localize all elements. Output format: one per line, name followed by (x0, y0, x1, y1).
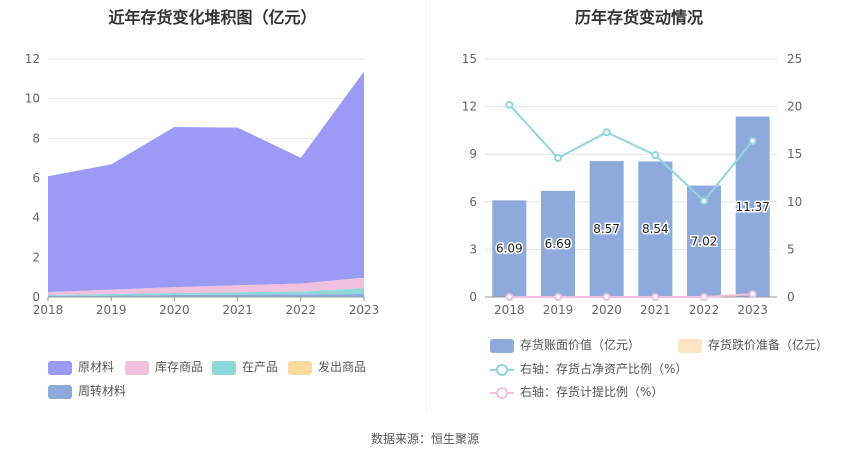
x-tick-label: 2020 (159, 303, 190, 317)
bar-value-label: 11.37 (735, 200, 769, 214)
stacked-area-chart: 0 2 4 6 8 10 12 2018 2019 2020 2021 2022 2023 (25, 52, 380, 317)
y2-tick-label: 10 (787, 195, 802, 209)
y2-tick-label: 20 (787, 100, 802, 114)
x-tick-label: 2019 (543, 303, 574, 317)
line-point (651, 151, 660, 160)
x-tick-label: 2018 (494, 303, 525, 317)
right-chart-title: 历年存货变动情况 (574, 8, 703, 27)
legend-item[interactable]: 在产品 (212, 359, 278, 375)
x-tick-label: 2023 (349, 303, 380, 317)
legend-item[interactable]: 右轴：存货占净资产比例（%） (490, 361, 687, 377)
x-tick-label: 2022 (689, 303, 720, 317)
line-series-1 (509, 293, 753, 298)
bar-value-label: 8.54 (642, 222, 669, 236)
inventory-bar (589, 161, 624, 297)
y-tick-label: 15 (462, 52, 477, 66)
x-tick-label: 2019 (96, 303, 127, 317)
legend-label: 周转材料 (78, 384, 127, 398)
right-grid: 0 3 6 9 12 15 0 5 10 15 20 25 (462, 52, 803, 304)
y-tick-label: 0 (32, 290, 40, 304)
y-tick-label: 8 (32, 131, 40, 145)
data-source-note: 数据来源：恒生聚源 (370, 432, 479, 446)
left-chart-panel: 近年存货变化堆积图（亿元） 0 2 4 6 8 10 12 2018 2019 2020 2021 2… (0, 0, 425, 420)
legend-swatch (490, 363, 514, 377)
legend-item[interactable]: 原材料 (48, 359, 114, 375)
line-point (554, 154, 562, 163)
inventory-bar (638, 161, 673, 297)
legend-item[interactable]: 周转材料 (48, 383, 126, 399)
legend-label: 原材料 (78, 360, 115, 374)
legend-item[interactable]: 存货账面价值（亿元） (490, 337, 640, 353)
line-point (700, 196, 708, 205)
legend-label: 右轴：存货计提比例（%） (520, 385, 664, 399)
line-point (748, 136, 757, 145)
legend-swatch (48, 360, 72, 375)
inventory-bar (541, 190, 575, 297)
area-series-0 (48, 294, 364, 297)
x-tick-label: 2023 (737, 303, 768, 317)
line-point (602, 128, 611, 137)
line-point (554, 293, 562, 301)
legend-swatch (490, 386, 514, 400)
x-tick-label: 2020 (591, 303, 622, 317)
legend-swatch (212, 360, 236, 375)
legend-label: 发出商品 (318, 360, 367, 374)
x-tick-label: 2021 (222, 303, 253, 317)
left-chart-title: 近年存货变化堆积图（亿元） (108, 8, 317, 27)
bar-value-label: 8.57 (593, 222, 620, 236)
area-series-1 (48, 288, 364, 297)
bar-value-label: 7.02 (691, 234, 718, 248)
y2-tick-label: 0 (787, 290, 795, 304)
line-point (602, 293, 611, 301)
area-series-4 (48, 71, 364, 293)
x-tick-label: 2022 (286, 303, 317, 317)
y-tick-label: 9 (469, 147, 477, 161)
legend-label: 库存商品 (155, 360, 204, 374)
bar-value-label: 6.69 (545, 237, 572, 251)
legend-swatch (288, 360, 312, 375)
panel-divider (426, 0, 427, 410)
line-point (700, 293, 708, 301)
y2-tick-label: 15 (787, 147, 802, 161)
x-tick-label: 2018 (33, 303, 64, 317)
legend-item[interactable]: 发出商品 (288, 359, 366, 375)
inventory-bar (492, 200, 527, 297)
legend-label: 右轴：存货占净资产比例（%） (520, 362, 688, 376)
legend-label: 在产品 (242, 360, 279, 374)
bar-line-chart: 0 3 6 9 12 15 0 5 10 15 20 25 6.09 6.69 8.57 8.54 7.02 11… (462, 52, 803, 317)
y-tick-label: 12 (25, 52, 40, 66)
y-tick-label: 6 (469, 195, 477, 209)
legend-swatch (678, 338, 702, 353)
y-tick-label: 2 (32, 250, 40, 264)
legend-swatch (48, 384, 72, 399)
inventory-bar (735, 116, 770, 297)
x-tick-label: 2021 (640, 303, 671, 317)
line-point (748, 290, 757, 299)
line-series-0 (508, 104, 754, 203)
legend-item[interactable]: 库存商品 (125, 359, 203, 375)
right-chart-panel: 历年存货变动情况 0 3 6 9 12 15 0 5 10 15 20 25 6.09 6.69 8.57 8… (428, 0, 850, 420)
legend-swatch (490, 338, 514, 353)
line-point (651, 293, 660, 301)
y-tick-label: 4 (32, 211, 40, 225)
y-tick-label: 12 (462, 100, 477, 114)
y2-tick-label: 25 (787, 52, 802, 66)
legend-item[interactable]: 右轴：存货计提比例（%） (490, 384, 663, 400)
y-tick-label: 3 (469, 242, 477, 256)
y2-tick-label: 5 (787, 242, 795, 256)
legend-label: 存货跌价准备（亿元） (708, 338, 829, 352)
y-tick-label: 6 (32, 171, 40, 185)
y-tick-label: 10 (25, 92, 40, 106)
bar-value-label: 6.09 (496, 242, 523, 256)
legend-label: 存货账面价值（亿元） (520, 338, 641, 352)
line-point (505, 100, 514, 109)
legend-swatch (125, 360, 149, 375)
legend-item[interactable]: 存货跌价准备（亿元） (678, 337, 828, 353)
area-series-2 (48, 278, 364, 296)
line-point (505, 293, 514, 301)
y-tick-label: 0 (469, 290, 477, 304)
